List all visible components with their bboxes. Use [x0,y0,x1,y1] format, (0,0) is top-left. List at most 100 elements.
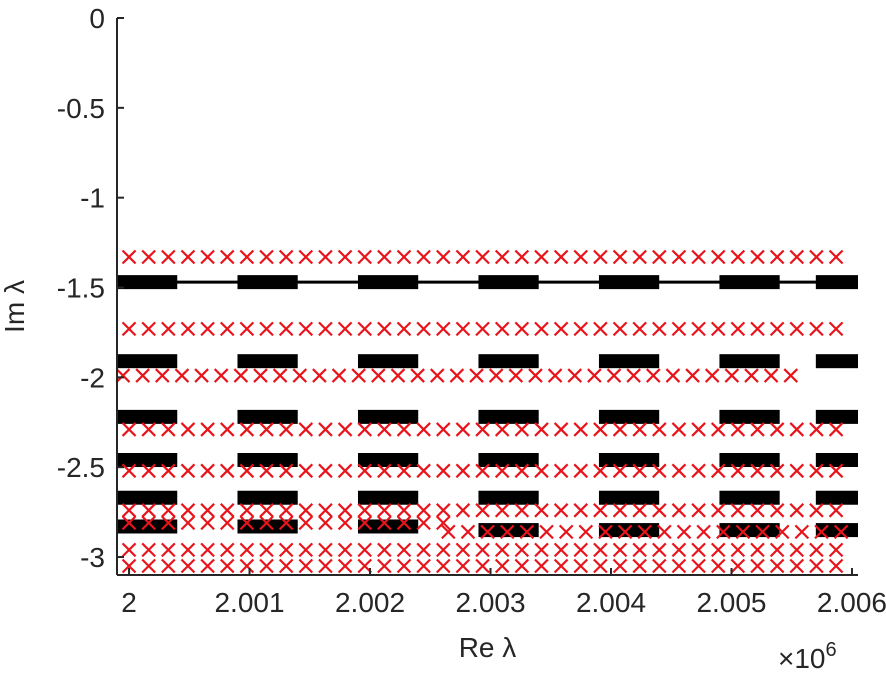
eigenvalue-marker [612,422,628,437]
eigenvalue-marker [174,368,190,383]
eigenvalue-marker [337,558,353,574]
eigenvalue-marker [652,542,667,558]
eigenvalue-marker [632,249,647,265]
eigenvalue-marker [357,321,373,337]
eigenvalue-marker [219,542,235,558]
eigenvalue-marker [828,422,844,437]
band-segment [478,453,539,468]
eigenvalue-marker [318,463,333,479]
eigenvalue-marker [769,321,785,337]
eigenvalue-marker [200,249,215,265]
eigenvalue-marker [632,463,647,479]
eigenvalue-marker [161,422,176,437]
eigenvalue-marker [200,558,215,574]
eigenvalue-marker [789,542,805,558]
eigenvalue-marker [141,422,156,437]
eigenvalue-marker [593,542,608,558]
eigenvalue-marker [469,368,484,383]
eigenvalue-marker [135,368,150,383]
eigenvalue-marker [534,542,549,558]
eigenvalue-marker [828,463,844,479]
eigenvalue-marker [774,524,790,540]
eigenvalue-marker [121,321,137,337]
y-tick-label: 0 [89,3,105,34]
eigenvalue-marker [652,321,667,337]
x-tick-label: 2 [121,587,137,618]
eigenvalue-marker [710,249,726,265]
eigenvalue-marker [499,524,515,540]
eigenvalue-marker [436,515,451,531]
eigenvalue-marker [436,542,451,558]
eigenvalue-marker [691,503,706,518]
eigenvalue-marker [180,321,196,337]
eigenvalue-marker [769,503,785,518]
eigenvalue-marker [180,515,196,531]
eigenvalue-marker [769,249,785,265]
eigenvalue-marker [390,368,406,383]
eigenvalue-marker [219,463,235,479]
eigenvalue-marker [455,503,471,518]
eigenvalue-marker [553,542,569,558]
eigenvalue-marker [455,542,471,558]
eigenvalue-marker [573,542,589,558]
eigenvalue-marker [259,503,274,518]
eigenvalue-marker [259,542,274,558]
eigenvalue-marker [671,321,687,337]
eigenvalue-marker [180,503,196,518]
eigenvalue-marker [671,422,687,437]
eigenvalue-marker [769,558,785,574]
eigenvalue-marker [357,515,373,531]
band-segment [478,490,539,505]
eigenvalue-marker [755,524,770,540]
eigenvalue-marker [632,542,647,558]
eigenvalue-marker [794,524,810,540]
eigenvalue-marker [161,249,176,265]
eigenvalue-marker [416,463,431,479]
eigenvalue-marker [632,321,647,337]
eigenvalue-marker [278,515,294,531]
eigenvalue-marker [744,368,759,383]
eigenvalue-marker [436,558,451,574]
eigenvalue-marker [494,542,510,558]
eigenvalue-marker [730,503,746,518]
eigenvalue-marker [377,422,392,437]
eigenvalue-marker [593,422,608,437]
eigenvalue-marker [455,558,471,574]
band-segment [719,490,780,505]
eigenvalue-marker [514,321,530,337]
eigenvalue-marker [475,542,490,558]
eigenvalue-marker [115,368,131,383]
eigenvalue-marker [121,558,137,574]
eigenvalue-marker [750,463,765,479]
eigenvalue-marker [219,422,235,437]
eigenvalue-marker [331,368,347,383]
band-segment [118,453,178,468]
eigenvalue-marker [539,524,554,540]
eigenvalue-marker [180,249,196,265]
eigenvalue-marker [357,249,373,265]
eigenvalue-marker [259,515,274,531]
eigenvalue-marker [735,524,751,540]
eigenvalue-marker [534,321,549,337]
eigenvalue-marker [809,558,824,574]
eigenvalue-marker [460,524,476,540]
x-tick-label: 2.001 [214,587,284,618]
band-segment [118,490,178,505]
eigenvalue-marker [494,503,510,518]
eigenvalue-marker [652,503,667,518]
eigenvalue-marker [141,542,156,558]
eigenvalue-marker [691,542,706,558]
eigenvalue-marker [200,542,215,558]
eigenvalue-marker [377,321,392,337]
eigenvalue-marker [547,368,563,383]
eigenvalue-marker [494,558,510,574]
eigenvalue-marker [809,422,824,437]
eigenvalue-marker [671,463,687,479]
eigenvalue-marker [691,249,706,265]
eigenvalue-marker [534,463,549,479]
eigenvalue-marker [593,463,608,479]
eigenvalue-marker [704,368,720,383]
band-segment [598,354,660,369]
eigenvalue-marker [416,422,431,437]
band-segment [815,409,858,424]
